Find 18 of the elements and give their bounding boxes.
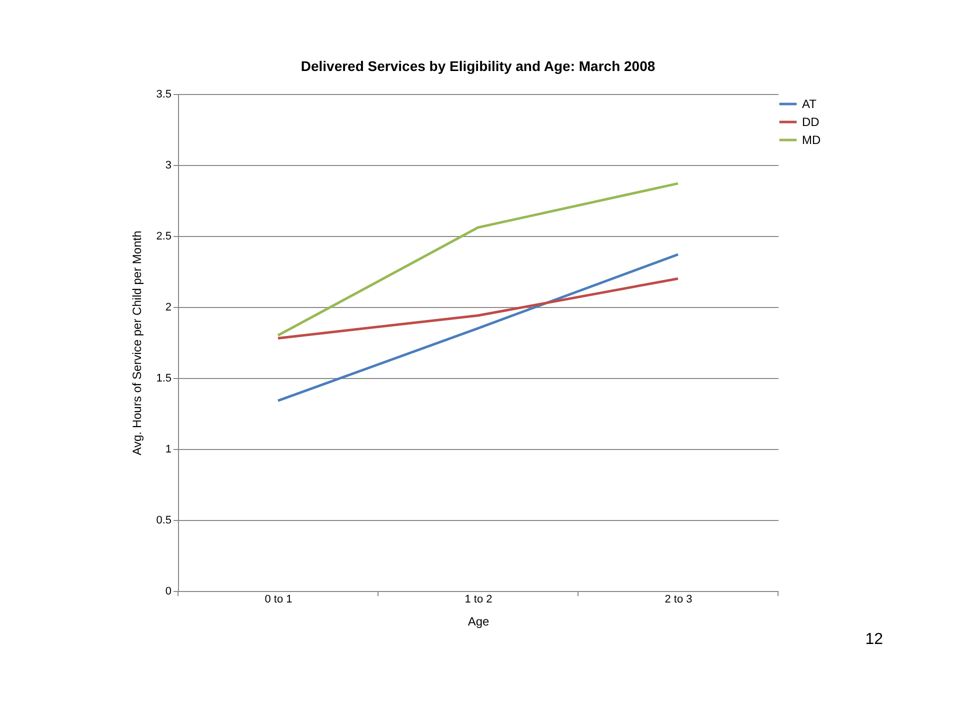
- y-tick-label: 3.5: [156, 88, 172, 100]
- y-tick-label: 1.5: [156, 372, 172, 384]
- y-tick-label: 1: [165, 444, 172, 456]
- y-tick-label: 3: [165, 160, 172, 172]
- y-tick-label: 2: [165, 302, 172, 314]
- x-tick-label: 2 to 3: [664, 594, 692, 606]
- text: 12: [865, 631, 884, 648]
- chart-title: Delivered Services by Eligibility and Age: March 2008: [300, 58, 656, 74]
- legend-label: DD: [802, 115, 820, 129]
- legend-label: AT: [802, 97, 818, 111]
- x-tick-label: 0 to 1: [264, 594, 292, 606]
- y-axis-title: Avg. Hours of Service per Child per Month: [130, 230, 144, 456]
- y-tick-label: 2.5: [156, 230, 172, 242]
- y-tick-label: 0: [165, 586, 172, 598]
- y-tick-label: 0.5: [156, 514, 172, 526]
- x-tick-label: 1 to 2: [464, 594, 492, 606]
- legend-label: MD: [802, 133, 821, 147]
- x-axis-title: Age: [468, 614, 490, 628]
